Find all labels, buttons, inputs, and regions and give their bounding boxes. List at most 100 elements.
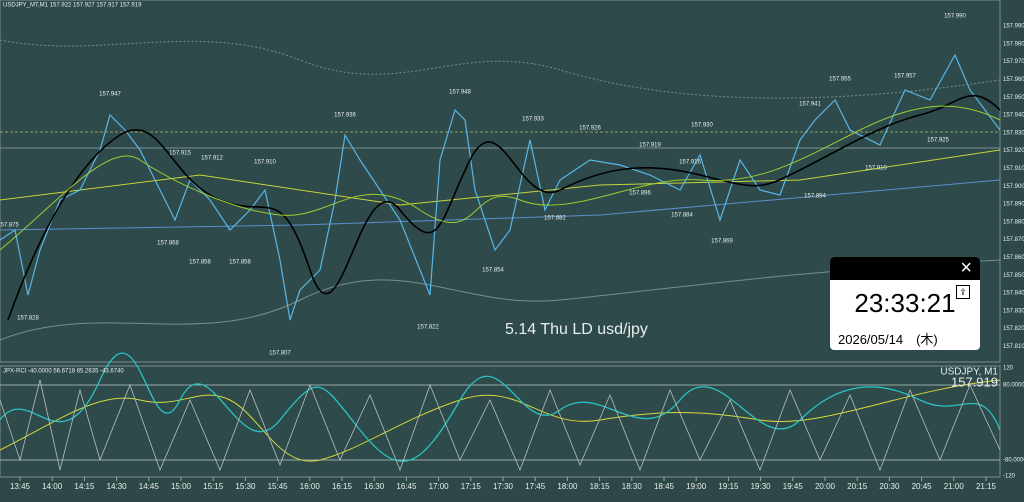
time-tick-label: 19:30 bbox=[751, 482, 772, 491]
price-label: 157.910 bbox=[254, 160, 276, 166]
time-tick-label: 20:00 bbox=[815, 482, 836, 491]
price-label: 157.990 bbox=[944, 14, 966, 20]
close-button[interactable]: × bbox=[830, 257, 980, 280]
rci-long bbox=[0, 379, 1001, 462]
price-label: 157.858 bbox=[189, 260, 211, 266]
price-tick-label: 157.840 bbox=[1003, 291, 1024, 297]
time-tick-label: 17:45 bbox=[525, 482, 546, 491]
price-tick-label: 157.930 bbox=[1003, 130, 1024, 136]
price-label: 157.828 bbox=[17, 316, 39, 322]
ma-green bbox=[0, 105, 1001, 251]
time-tick-label: 20:15 bbox=[847, 482, 868, 491]
price-tick-label: 157.970 bbox=[1003, 59, 1024, 65]
price-tick-label: 157.850 bbox=[1003, 273, 1024, 279]
time-tick-label: 20:45 bbox=[912, 482, 933, 491]
time-tick-label: 16:45 bbox=[396, 482, 417, 491]
price-label: 157.948 bbox=[449, 90, 471, 96]
price-tick-label: 157.880 bbox=[1003, 219, 1024, 225]
time-tick-label: 18:30 bbox=[622, 482, 643, 491]
price-tick-label: 157.910 bbox=[1003, 166, 1024, 172]
price-label: 157.869 bbox=[711, 239, 733, 245]
time-tick-label: 14:00 bbox=[42, 482, 63, 491]
price-tick-label: 157.990 bbox=[1003, 24, 1024, 30]
price-tick-label: 157.980 bbox=[1003, 41, 1024, 47]
price-tick-label: 157.890 bbox=[1003, 202, 1024, 208]
price-tick-label: 157.820 bbox=[1003, 326, 1024, 332]
time-tick-label: 13:45 bbox=[10, 482, 31, 491]
pin-icon[interactable]: ⇪ bbox=[956, 285, 970, 299]
price-label: 157.915 bbox=[169, 151, 191, 157]
band-line bbox=[0, 39, 1001, 99]
price-label: 157.822 bbox=[417, 325, 439, 331]
price-tick-label: 157.960 bbox=[1003, 77, 1024, 83]
time-tick-label: 19:00 bbox=[686, 482, 707, 491]
time-tick-label: 14:30 bbox=[107, 482, 128, 491]
price-label: 157.916 bbox=[679, 160, 701, 166]
price-label: 157.854 bbox=[482, 268, 504, 274]
osc-tick-label: -120 bbox=[1003, 474, 1016, 480]
price-label: 157.919 bbox=[639, 143, 661, 149]
price-label: 157.875 bbox=[0, 223, 20, 229]
annotation: 5.14 Thu LD usd/jpy bbox=[505, 321, 648, 338]
time-tick-label: 16:30 bbox=[364, 482, 385, 491]
price-tick-label: 157.920 bbox=[1003, 148, 1024, 154]
price-label: 157.807 bbox=[269, 351, 291, 357]
time-tick-label: 15:00 bbox=[171, 482, 192, 491]
time-tick-label: 17:00 bbox=[429, 482, 450, 491]
price-label: 157.894 bbox=[804, 194, 826, 200]
ma-line bbox=[0, 149, 1001, 206]
price-label: 157.868 bbox=[157, 241, 179, 247]
last-price: 157.919 bbox=[951, 374, 998, 389]
time-tick-label: 21:15 bbox=[976, 482, 997, 491]
time-tick-label: 17:30 bbox=[493, 482, 514, 491]
price-label: 157.912 bbox=[201, 156, 223, 162]
rci-short bbox=[0, 379, 1001, 472]
band-line bbox=[0, 259, 1001, 341]
price-label: 157.926 bbox=[579, 126, 601, 132]
price-label: 157.896 bbox=[629, 191, 651, 197]
time-tick-label: 16:15 bbox=[332, 482, 353, 491]
price-label: 157.882 bbox=[544, 216, 566, 222]
time-tick-label: 18:45 bbox=[654, 482, 675, 491]
main-header: USDJPY_MT,M1 157.922 157.927 157.917 157… bbox=[3, 3, 142, 9]
price-label: 157.925 bbox=[927, 138, 949, 144]
price-label: 157.858 bbox=[229, 260, 251, 266]
price-tick-label: 157.900 bbox=[1003, 184, 1024, 190]
time-tick-label: 19:15 bbox=[718, 482, 739, 491]
time-tick-label: 19:45 bbox=[783, 482, 804, 491]
ma-line bbox=[0, 179, 1001, 231]
time-tick-label: 20:30 bbox=[879, 482, 900, 491]
osc-tick-label: 120 bbox=[1003, 366, 1014, 372]
clock-widget: × ⇪ 23:33:21 2026/05/14 (木) bbox=[830, 257, 980, 350]
price-tick-label: 157.860 bbox=[1003, 255, 1024, 261]
price-label: 157.930 bbox=[691, 123, 713, 129]
osc-header: JPX-RCI -40.0000 56.6718 65.2635 -43.674… bbox=[3, 369, 124, 375]
rci-mid bbox=[0, 352, 1001, 462]
time-tick-label: 16:00 bbox=[300, 482, 321, 491]
clock-date: 2026/05/14 (木) bbox=[838, 332, 938, 347]
price-line bbox=[0, 53, 1001, 321]
time-tick-label: 14:15 bbox=[74, 482, 95, 491]
price-tick-label: 157.870 bbox=[1003, 237, 1024, 243]
price-label: 157.957 bbox=[894, 74, 916, 80]
price-label: 157.947 bbox=[99, 92, 121, 98]
price-label: 157.910 bbox=[865, 166, 887, 172]
time-tick-label: 14:45 bbox=[139, 482, 160, 491]
price-label: 157.884 bbox=[671, 213, 693, 219]
price-tick-label: 157.940 bbox=[1003, 113, 1024, 119]
price-tick-label: 157.810 bbox=[1003, 344, 1024, 350]
price-label: 157.941 bbox=[799, 102, 821, 108]
time-tick-label: 18:15 bbox=[590, 482, 611, 491]
time-tick-label: 15:15 bbox=[203, 482, 224, 491]
symbol-label: USDJPY, M1 bbox=[940, 367, 998, 378]
osc-tick-label: -80.0000 bbox=[1003, 458, 1024, 464]
clock-time: 23:33:21 bbox=[854, 288, 956, 318]
price-label: 157.933 bbox=[522, 117, 544, 123]
time-tick-label: 15:30 bbox=[235, 482, 256, 491]
time-tick-label: 18:00 bbox=[557, 482, 578, 491]
time-tick-label: 21:00 bbox=[944, 482, 965, 491]
price-label: 157.955 bbox=[829, 77, 851, 83]
price-label: 157.936 bbox=[334, 113, 356, 119]
